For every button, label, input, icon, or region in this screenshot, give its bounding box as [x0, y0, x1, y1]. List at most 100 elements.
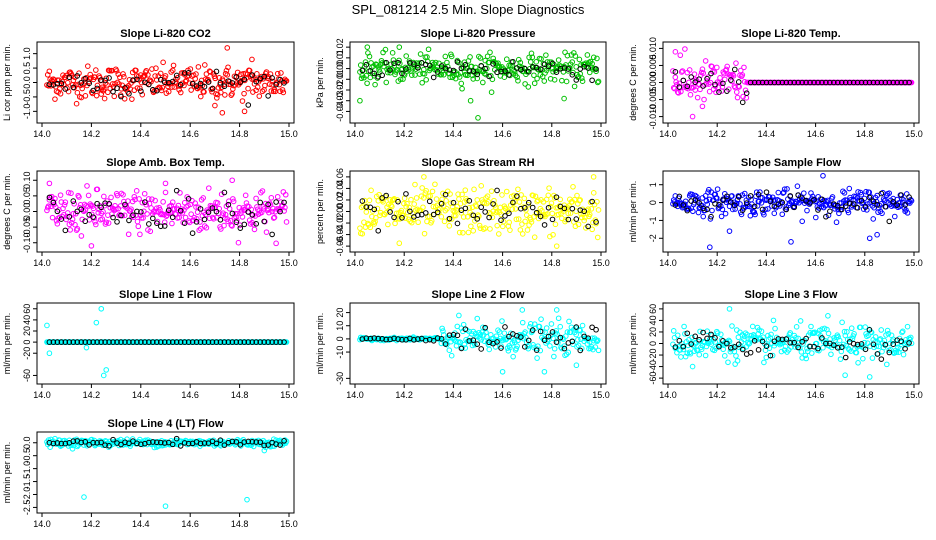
- data-point: [368, 60, 374, 66]
- data-point: [176, 214, 182, 221]
- y-tick-label: 10: [335, 321, 345, 331]
- data-point-overlay: [86, 80, 92, 87]
- data-point: [98, 210, 105, 217]
- data-point-overlay: [367, 335, 374, 342]
- data-point: [212, 75, 219, 82]
- chart-panel: Slope Amb. Box Temp. degrees C per min. 14…: [2, 157, 298, 268]
- outlier-point: [88, 243, 95, 249]
- data-point: [148, 205, 154, 211]
- data-point: [837, 356, 844, 362]
- data-point-overlay: [537, 213, 544, 220]
- x-tick-label: 14.4: [758, 390, 776, 400]
- y-axis-label: percent per min.: [315, 179, 325, 244]
- data-point: [190, 217, 197, 223]
- data-point-overlay: [557, 66, 564, 72]
- data-point-overlay: [62, 227, 69, 234]
- data-point: [169, 84, 175, 90]
- data-point: [104, 81, 110, 88]
- data-point-overlay: [173, 339, 180, 345]
- data-point-overlay: [502, 213, 508, 219]
- data-point-overlay: [759, 206, 766, 213]
- data-point-overlay: [110, 88, 116, 95]
- data-point: [444, 206, 450, 212]
- data-point-overlay: [58, 339, 65, 345]
- x-tick-label: 15.0: [280, 129, 298, 139]
- data-point: [462, 187, 469, 193]
- data-point: [841, 190, 848, 196]
- data-point-overlay: [430, 337, 437, 344]
- outlier-point: [249, 56, 255, 63]
- data-point-overlay: [696, 76, 702, 83]
- data-point-overlay: [882, 79, 889, 86]
- data-point-overlay: [157, 439, 164, 446]
- data-point-overlay: [229, 438, 236, 445]
- outlier-point: [103, 367, 110, 373]
- x-tick-label: 14.0: [659, 258, 677, 268]
- data-point: [225, 64, 231, 71]
- data-point-overlay: [842, 354, 849, 361]
- data-point-overlay: [434, 69, 441, 75]
- y-tick-label: -0.03: [335, 90, 345, 111]
- data-point: [769, 352, 776, 359]
- data-point-overlay: [866, 194, 873, 201]
- data-point-overlay: [438, 336, 445, 342]
- data-point-overlay: [383, 336, 389, 343]
- data-point: [218, 89, 224, 96]
- data-point-overlay: [807, 343, 813, 350]
- chart-panel: Slope Li-820 CO2 Li cor ppm per min. 14.0 1…: [2, 28, 298, 139]
- data-point: [229, 223, 235, 229]
- data-point: [170, 62, 177, 69]
- data-point-overlay: [466, 198, 473, 204]
- data-point-overlay: [454, 332, 461, 339]
- data-point: [853, 349, 860, 356]
- data-point-overlay: [78, 439, 85, 446]
- data-point: [706, 81, 712, 87]
- data-point: [278, 203, 285, 210]
- data-point: [215, 84, 222, 91]
- data-point-overlay: [70, 339, 77, 345]
- data-point: [93, 67, 99, 73]
- data-point: [421, 71, 428, 77]
- data-point: [739, 72, 746, 78]
- data-point-overlay: [221, 339, 228, 345]
- data-point-overlay: [118, 93, 124, 100]
- data-point: [551, 353, 557, 360]
- data-point-overlay: [253, 439, 260, 445]
- data-point: [802, 352, 809, 359]
- data-point: [90, 205, 97, 212]
- data-point-overlay: [890, 79, 897, 86]
- data-point: [419, 79, 425, 86]
- chart-title: Slope Gas Stream RH: [421, 157, 534, 169]
- data-point: [176, 86, 182, 93]
- x-tick-label: 15.0: [592, 390, 610, 400]
- data-point: [423, 76, 429, 83]
- data-point-overlay: [269, 339, 275, 345]
- data-point-overlay: [157, 339, 164, 345]
- data-point-overlay: [819, 79, 825, 86]
- outlier-point: [672, 49, 679, 55]
- data-point: [259, 88, 266, 95]
- data-point-overlay: [898, 79, 904, 86]
- data-point-overlay: [803, 79, 809, 86]
- data-point: [527, 321, 534, 327]
- data-point: [67, 227, 73, 233]
- x-tick-label: 14.6: [807, 258, 825, 268]
- data-point: [742, 330, 749, 336]
- y-tick-label: 0: [335, 336, 345, 341]
- data-point: [169, 220, 175, 227]
- data-point-overlay: [46, 194, 53, 201]
- data-point: [114, 79, 121, 86]
- data-point: [538, 56, 544, 62]
- y-tick-label: -0.02: [335, 213, 345, 234]
- data-point-overlay: [233, 74, 240, 80]
- y-tick-label: 0.05: [22, 187, 32, 205]
- data-point: [432, 181, 438, 188]
- y-axis-label: ml/min per min.: [2, 442, 12, 504]
- data-point-overlay: [462, 61, 469, 68]
- data-point-overlay: [838, 206, 845, 213]
- data-point: [721, 353, 728, 359]
- data-point: [406, 204, 413, 211]
- data-point-overlay: [217, 437, 224, 443]
- x-tick-label: 14.2: [708, 129, 726, 139]
- outlier-point: [162, 503, 169, 509]
